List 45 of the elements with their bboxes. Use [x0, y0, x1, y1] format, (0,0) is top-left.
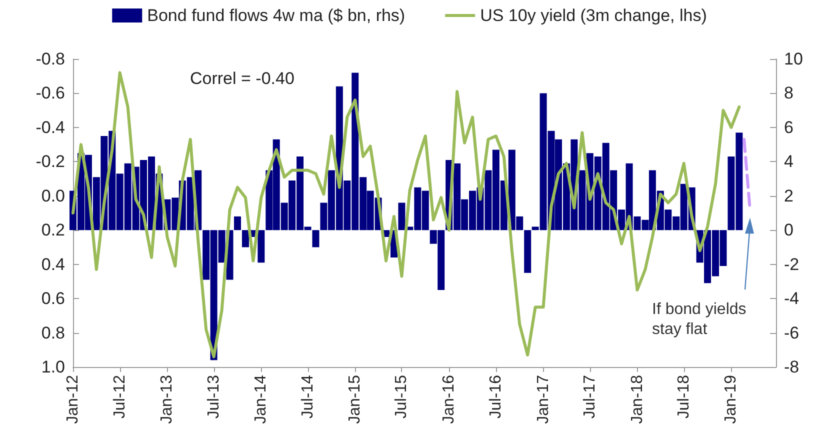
y-tick-label: 0.6	[41, 289, 65, 308]
x-tick-label: Jan-16	[440, 374, 458, 424]
y2-tick-label: -4	[784, 289, 800, 308]
bar	[234, 216, 241, 230]
y2-tick-label: -2	[784, 254, 800, 274]
y-tick-label: 1.0	[41, 358, 65, 376]
x-tick-label: Jul-13	[205, 374, 222, 419]
bar	[258, 230, 265, 263]
annotation: Correl = -0.40	[190, 69, 294, 88]
x-tick-label: Jul-17	[581, 374, 598, 419]
y-tick-label: -0.4	[36, 118, 65, 137]
x-tick-label: Jan-14	[252, 374, 270, 424]
x-tick-label: Jan-19	[722, 374, 740, 424]
bar	[524, 230, 532, 273]
y2-tick-label: 4	[784, 152, 794, 172]
y-tick-label: 0.4	[41, 254, 65, 274]
x-tick-label: Jul-12	[111, 374, 128, 419]
bar	[242, 230, 249, 248]
x-tick-label: Jan-13	[158, 374, 176, 424]
x-tick-label: Jan-18	[628, 374, 646, 424]
annotation: If bond yields stay flat	[652, 301, 746, 338]
x-tick-label: Jul-18	[675, 374, 692, 419]
legend-label: Bond fund flows 4w ma ($ bn, rhs)	[147, 6, 406, 25]
x-tick-label: Jan-15	[346, 374, 364, 424]
y2-tick-label: -8	[784, 358, 800, 376]
y2-tick-label: 10	[784, 50, 803, 68]
bar	[398, 202, 406, 230]
y2-tick-label: 8	[784, 84, 794, 103]
x-tick-label: Jul-16	[487, 374, 504, 419]
y-tick-label: 0.8	[41, 323, 65, 342]
bar	[312, 230, 320, 248]
y-tick-label: -0.2	[36, 152, 65, 172]
x-tick-label: Jul-14	[299, 374, 316, 419]
y2-tick-label: 6	[784, 118, 794, 137]
y2-tick-label: -6	[784, 323, 800, 342]
y2-tick-label: 2	[784, 186, 794, 206]
y2-tick-label: 0	[784, 220, 794, 240]
y-tick-label: 0.2	[41, 220, 65, 240]
y-tick-label: -0.8	[36, 50, 65, 68]
y-tick-label: 0.0	[41, 186, 65, 206]
legend-label: US 10y yield (3m change, lhs)	[480, 6, 707, 25]
y-tick-label: -0.6	[36, 84, 65, 103]
x-tick-label: Jan-17	[534, 374, 552, 424]
x-tick-label: Jan-12	[64, 374, 82, 424]
x-tick-label: Jul-15	[393, 374, 410, 419]
